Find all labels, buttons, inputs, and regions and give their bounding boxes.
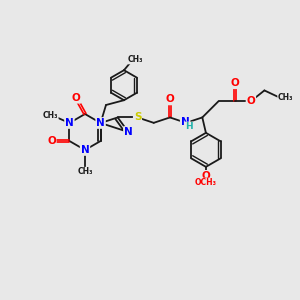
Text: N: N xyxy=(65,118,74,128)
Text: N: N xyxy=(81,145,89,155)
Text: O: O xyxy=(166,94,174,104)
Text: O: O xyxy=(72,93,80,103)
Text: N: N xyxy=(181,117,190,127)
Text: OCH₃: OCH₃ xyxy=(195,178,217,187)
Text: H: H xyxy=(185,122,193,131)
Text: CH₃: CH₃ xyxy=(128,55,143,64)
Text: S: S xyxy=(134,112,141,122)
Text: O: O xyxy=(47,136,56,146)
Text: CH₃: CH₃ xyxy=(77,167,93,176)
Text: O: O xyxy=(247,96,255,106)
Text: N: N xyxy=(124,127,133,137)
Text: CH₃: CH₃ xyxy=(278,93,293,102)
Text: CH₃: CH₃ xyxy=(43,111,58,120)
Text: O: O xyxy=(202,171,210,181)
Text: N: N xyxy=(96,118,105,128)
Text: O: O xyxy=(230,78,239,88)
